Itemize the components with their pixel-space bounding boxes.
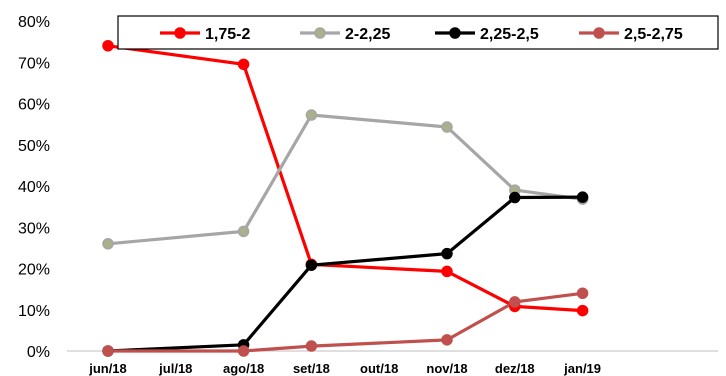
y-tick-label: 10% [18,303,50,320]
series-layer [102,40,589,357]
x-tick-label: jan/19 [563,361,601,376]
data-point [237,345,250,357]
x-tick-label: nov/18 [426,361,467,376]
legend-label-1: 2-2,25 [345,26,390,43]
y-tick-label: 20% [18,262,50,279]
data-point [441,334,453,346]
data-point [237,225,250,238]
legend-marker-0 [174,27,186,39]
x-tick-label: ago/18 [223,361,264,376]
data-point [237,58,250,71]
series-line-0 [106,44,585,313]
axis-layer: 0% 10% 20% 30% 40% 50% 60% 70% 80% jun/18 jul/18 ag… [18,14,718,376]
data-point [441,121,453,133]
legend-marker-2 [449,27,461,39]
y-tick-label: 40% [18,179,50,196]
x-tick-label: out/18 [360,361,398,376]
data-point [576,287,589,299]
data-point [102,345,114,357]
x-tick-label: dez/18 [495,361,535,376]
data-point [305,259,318,271]
legend-marker-3 [593,27,605,39]
y-tick-label: 70% [18,55,50,72]
legend: 1,75-2 2-2,25 2,25-2,5 2,5-2,75 [117,15,719,50]
data-point [102,238,114,250]
data-point [305,340,318,352]
data-point [102,40,114,52]
y-tick-label: 60% [18,97,50,114]
data-point [576,191,589,203]
y-tick-label: 80% [18,14,50,31]
legend-label-3: 2,5-2,75 [624,26,683,43]
data-point [441,247,453,260]
y-tick-label: 0% [27,344,50,361]
data-point [509,296,521,308]
y-tick-label: 30% [18,220,50,237]
series-line-2 [106,195,585,353]
data-point [441,265,453,278]
data-point [509,191,521,204]
x-tick-label: set/18 [293,361,330,376]
legend-marker-1 [314,27,326,39]
series-line-3 [106,291,585,353]
data-point [305,109,318,121]
legend-label-2: 2,25-2,5 [480,26,539,43]
y-tick-label: 50% [18,138,50,155]
legend-label-0: 1,75-2 [205,26,250,43]
data-point [576,304,589,317]
x-tick-label: jul/18 [158,361,192,376]
series-line-1 [106,113,585,246]
x-tick-label: jun/18 [88,361,127,376]
